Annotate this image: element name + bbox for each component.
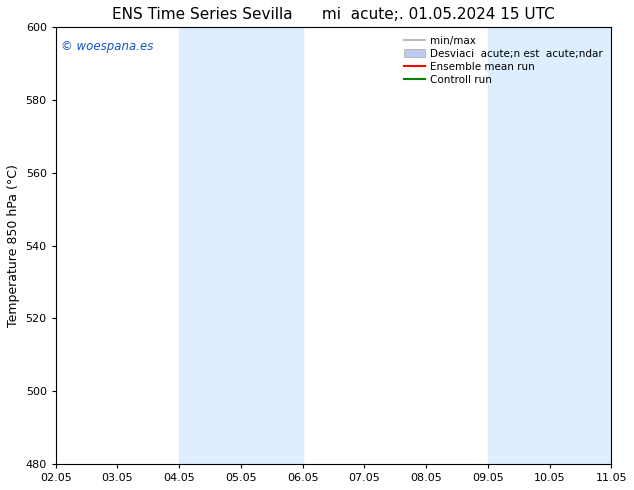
Legend: min/max, Desviaci  acute;n est  acute;ndar, Ensemble mean run, Controll run: min/max, Desviaci acute;n est acute;ndar… bbox=[401, 32, 606, 88]
Bar bbox=[179, 27, 302, 464]
Title: ENS Time Series Sevilla      mi  acute;. 01.05.2024 15 UTC: ENS Time Series Sevilla mi acute;. 01.05… bbox=[112, 7, 555, 22]
Text: © woespana.es: © woespana.es bbox=[61, 40, 153, 53]
Y-axis label: Temperature 850 hPa (°C): Temperature 850 hPa (°C) bbox=[7, 164, 20, 327]
Bar bbox=[488, 27, 611, 464]
